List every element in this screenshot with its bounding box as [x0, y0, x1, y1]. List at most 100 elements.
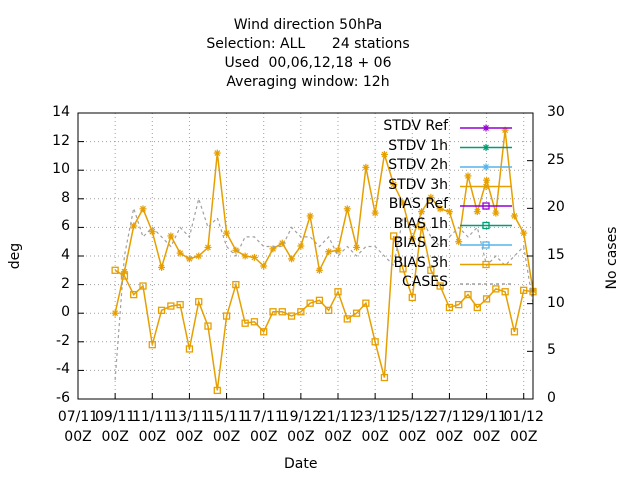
data-point	[111, 309, 119, 317]
x-tick-label: 15/11 00Z	[206, 409, 247, 445]
data-point	[111, 266, 119, 274]
data-point	[130, 290, 138, 299]
data-point	[492, 285, 500, 293]
data-point	[520, 286, 528, 294]
data-point	[185, 255, 193, 263]
data-point	[223, 229, 231, 237]
marker-stroke	[223, 230, 230, 237]
data-point	[278, 239, 286, 247]
marker-stroke	[260, 263, 267, 269]
grid	[77, 112, 533, 400]
data-point	[297, 242, 305, 250]
y-tick-label: 4	[61, 247, 70, 263]
x-tick-label: 01/12 00Z	[503, 409, 544, 445]
data-point	[445, 303, 454, 312]
data-point	[222, 312, 231, 320]
legend-sample-marker	[482, 260, 490, 269]
data-point	[483, 176, 491, 184]
marker-stroke	[372, 210, 379, 217]
marker-stroke	[465, 172, 471, 179]
x-tick-label: 25/12 00Z	[392, 409, 433, 445]
title-line: Averaging window: 12h	[226, 74, 390, 90]
y2-tick-label: 5	[547, 342, 556, 359]
y-tick-label: 12	[52, 132, 70, 149]
y-tick-label: 2	[61, 275, 70, 292]
data-point	[213, 386, 221, 395]
legend-sample-marker	[482, 202, 490, 210]
data-point	[417, 222, 426, 230]
legend-label: STDV 2h	[388, 157, 448, 173]
data-point	[130, 222, 138, 230]
marker-stroke	[437, 205, 444, 212]
data-point	[390, 181, 398, 188]
x-tick-label: 11/11 00Z	[132, 409, 173, 445]
marker-stroke	[270, 245, 276, 252]
data-point	[371, 209, 379, 217]
data-point	[241, 252, 249, 260]
data-point	[501, 288, 509, 296]
data-point	[195, 298, 203, 306]
x-tick-label: 27/11 00Z	[429, 409, 470, 445]
marker-stroke	[158, 264, 165, 271]
legend-label: STDV Ref	[383, 118, 448, 134]
legend-label: BIAS 3h	[393, 254, 448, 271]
marker-stroke	[297, 243, 304, 249]
marker-stroke	[232, 247, 239, 254]
x-tick-label: 21/11 00Z	[317, 409, 359, 445]
y-tick-label: 0	[61, 304, 70, 321]
data-point	[148, 341, 156, 349]
y-tick-label: -4	[56, 361, 70, 378]
data-point	[353, 243, 361, 251]
marker-stroke	[483, 183, 489, 190]
marker-stroke	[483, 177, 490, 184]
data-point	[287, 312, 296, 320]
marker-stroke	[130, 223, 137, 229]
data-point	[315, 266, 323, 274]
data-point	[120, 272, 129, 280]
x-tick-label: 09/11 00Z	[94, 409, 136, 445]
data-point	[232, 280, 240, 289]
data-point	[482, 295, 491, 303]
y2-tick-label: 15	[547, 247, 565, 263]
data-point	[325, 248, 333, 256]
legend-samples	[460, 124, 512, 285]
marker-stroke	[140, 205, 146, 212]
legend-sample-marker	[482, 163, 490, 171]
data-point	[297, 308, 305, 316]
legend-label: BIAS Ref	[388, 196, 448, 212]
data-point	[510, 212, 518, 220]
y-tick-label: -2	[56, 332, 70, 349]
data-point	[176, 300, 184, 309]
data-point	[158, 263, 166, 271]
data-point	[343, 315, 351, 323]
data-point	[464, 172, 472, 180]
y-tick-label: -6	[56, 390, 70, 406]
marker-stroke	[279, 240, 286, 247]
data-point	[343, 205, 351, 213]
data-point	[185, 345, 194, 353]
data-point	[139, 205, 147, 213]
y-axis-label: deg	[7, 242, 23, 270]
data-point	[306, 299, 314, 307]
data-point	[315, 296, 324, 304]
data-point	[250, 253, 258, 261]
x-tick-label: 13/11 00Z	[169, 409, 210, 445]
marker-stroke	[205, 244, 211, 251]
data-point	[157, 306, 166, 314]
data-point	[195, 252, 203, 260]
data-point	[241, 319, 249, 327]
data-point	[139, 282, 147, 290]
legend-label: BIAS 1h	[393, 215, 448, 232]
data-point	[325, 306, 333, 314]
y-tick-label: 8	[61, 189, 70, 206]
data-point	[204, 322, 212, 330]
series-line-cases	[114, 196, 534, 380]
marker-stroke	[112, 310, 119, 317]
data-point	[464, 290, 472, 299]
legend-label: STDV 3h	[388, 176, 448, 193]
data-point	[390, 232, 398, 240]
marker-stroke	[307, 213, 314, 219]
marker-stroke	[400, 200, 406, 207]
data-point	[418, 208, 426, 216]
